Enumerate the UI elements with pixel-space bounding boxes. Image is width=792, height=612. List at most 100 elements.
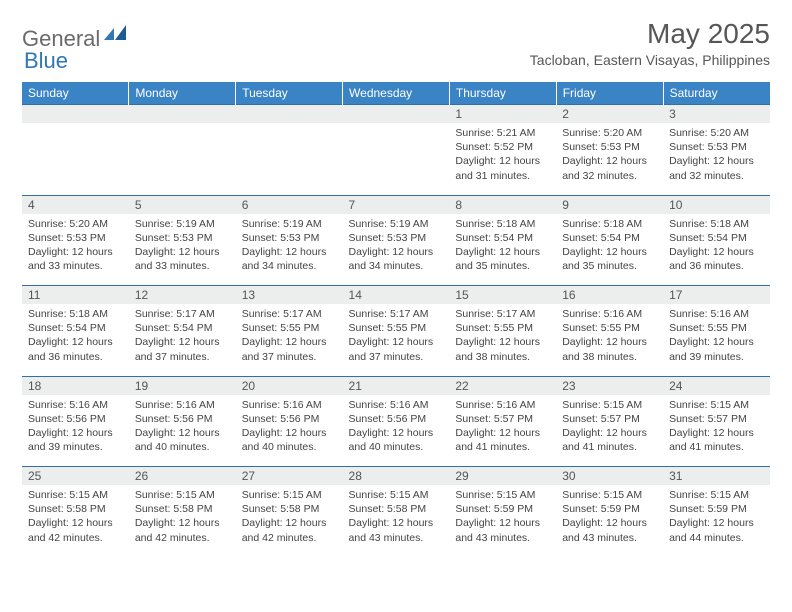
day-detail-cell: Sunrise: 5:21 AMSunset: 5:52 PMDaylight:… (449, 123, 556, 195)
day-detail-cell: Sunrise: 5:19 AMSunset: 5:53 PMDaylight:… (343, 214, 450, 286)
day-number-cell: 28 (343, 467, 450, 486)
sunrise-text: Sunrise: 5:15 AM (669, 488, 764, 502)
sunrise-text: Sunrise: 5:15 AM (562, 398, 657, 412)
daylight-text: Daylight: 12 hours and 34 minutes. (242, 245, 337, 273)
sunset-text: Sunset: 5:54 PM (455, 231, 550, 245)
sunset-text: Sunset: 5:55 PM (242, 321, 337, 335)
day-number-cell: 2 (556, 105, 663, 124)
day-number-cell (343, 105, 450, 124)
day-header: Wednesday (343, 82, 450, 105)
day-header-row: Sunday Monday Tuesday Wednesday Thursday… (22, 82, 770, 105)
sunset-text: Sunset: 5:55 PM (669, 321, 764, 335)
sunset-text: Sunset: 5:55 PM (562, 321, 657, 335)
daylight-text: Daylight: 12 hours and 37 minutes. (349, 335, 444, 363)
sunrise-text: Sunrise: 5:15 AM (669, 398, 764, 412)
sunrise-text: Sunrise: 5:16 AM (28, 398, 123, 412)
daylight-text: Daylight: 12 hours and 42 minutes. (28, 516, 123, 544)
day-detail-cell: Sunrise: 5:20 AMSunset: 5:53 PMDaylight:… (22, 214, 129, 286)
day-header: Tuesday (236, 82, 343, 105)
sunrise-text: Sunrise: 5:16 AM (242, 398, 337, 412)
sunset-text: Sunset: 5:53 PM (349, 231, 444, 245)
day-detail-cell: Sunrise: 5:16 AMSunset: 5:57 PMDaylight:… (449, 395, 556, 467)
sunrise-text: Sunrise: 5:20 AM (562, 126, 657, 140)
day-detail-cell: Sunrise: 5:15 AMSunset: 5:58 PMDaylight:… (343, 485, 450, 557)
day-number-cell: 22 (449, 376, 556, 395)
sunrise-text: Sunrise: 5:18 AM (562, 217, 657, 231)
daylight-text: Daylight: 12 hours and 44 minutes. (669, 516, 764, 544)
sunrise-text: Sunrise: 5:21 AM (455, 126, 550, 140)
sunset-text: Sunset: 5:54 PM (28, 321, 123, 335)
day-number-cell: 18 (22, 376, 129, 395)
day-number-cell: 27 (236, 467, 343, 486)
day-detail-cell: Sunrise: 5:19 AMSunset: 5:53 PMDaylight:… (236, 214, 343, 286)
sunrise-text: Sunrise: 5:20 AM (669, 126, 764, 140)
sunset-text: Sunset: 5:55 PM (455, 321, 550, 335)
daynum-row: 25262728293031 (22, 467, 770, 486)
day-detail-cell: Sunrise: 5:15 AMSunset: 5:59 PMDaylight:… (663, 485, 770, 557)
day-detail-cell: Sunrise: 5:15 AMSunset: 5:58 PMDaylight:… (22, 485, 129, 557)
day-detail-cell (129, 123, 236, 195)
day-number-cell: 23 (556, 376, 663, 395)
daylight-text: Daylight: 12 hours and 40 minutes. (135, 426, 230, 454)
day-detail-cell: Sunrise: 5:15 AMSunset: 5:58 PMDaylight:… (236, 485, 343, 557)
sunset-text: Sunset: 5:58 PM (28, 502, 123, 516)
day-number-cell: 7 (343, 195, 450, 214)
brand-flag-icon (104, 24, 126, 43)
daylight-text: Daylight: 12 hours and 36 minutes. (28, 335, 123, 363)
sunset-text: Sunset: 5:59 PM (455, 502, 550, 516)
daynum-row: 11121314151617 (22, 286, 770, 305)
day-detail-cell: Sunrise: 5:17 AMSunset: 5:55 PMDaylight:… (449, 304, 556, 376)
day-number-cell: 12 (129, 286, 236, 305)
sunset-text: Sunset: 5:56 PM (135, 412, 230, 426)
brand-text-2: Blue (24, 48, 68, 73)
day-number-cell: 14 (343, 286, 450, 305)
sunset-text: Sunset: 5:54 PM (562, 231, 657, 245)
day-number-cell: 29 (449, 467, 556, 486)
sunrise-text: Sunrise: 5:15 AM (349, 488, 444, 502)
day-number-cell: 20 (236, 376, 343, 395)
day-detail-cell: Sunrise: 5:17 AMSunset: 5:54 PMDaylight:… (129, 304, 236, 376)
day-detail-cell: Sunrise: 5:15 AMSunset: 5:57 PMDaylight:… (663, 395, 770, 467)
day-number-cell: 1 (449, 105, 556, 124)
day-number-cell: 3 (663, 105, 770, 124)
daylight-text: Daylight: 12 hours and 31 minutes. (455, 154, 550, 182)
day-number-cell: 31 (663, 467, 770, 486)
day-detail-cell: Sunrise: 5:16 AMSunset: 5:56 PMDaylight:… (22, 395, 129, 467)
daynum-row: 45678910 (22, 195, 770, 214)
day-detail-cell: Sunrise: 5:15 AMSunset: 5:58 PMDaylight:… (129, 485, 236, 557)
day-header: Thursday (449, 82, 556, 105)
sunset-text: Sunset: 5:56 PM (28, 412, 123, 426)
day-detail-cell: Sunrise: 5:18 AMSunset: 5:54 PMDaylight:… (22, 304, 129, 376)
sunset-text: Sunset: 5:57 PM (669, 412, 764, 426)
day-detail-cell (236, 123, 343, 195)
day-number-cell: 26 (129, 467, 236, 486)
daylight-text: Daylight: 12 hours and 41 minutes. (669, 426, 764, 454)
day-number-cell: 15 (449, 286, 556, 305)
day-detail-cell: Sunrise: 5:16 AMSunset: 5:56 PMDaylight:… (236, 395, 343, 467)
day-detail-cell: Sunrise: 5:20 AMSunset: 5:53 PMDaylight:… (556, 123, 663, 195)
day-number-cell: 11 (22, 286, 129, 305)
sunset-text: Sunset: 5:59 PM (562, 502, 657, 516)
daylight-text: Daylight: 12 hours and 32 minutes. (669, 154, 764, 182)
day-detail-cell: Sunrise: 5:19 AMSunset: 5:53 PMDaylight:… (129, 214, 236, 286)
day-detail-cell (343, 123, 450, 195)
daylight-text: Daylight: 12 hours and 34 minutes. (349, 245, 444, 273)
sunset-text: Sunset: 5:56 PM (242, 412, 337, 426)
daylight-text: Daylight: 12 hours and 35 minutes. (455, 245, 550, 273)
calendar-body: 123Sunrise: 5:21 AMSunset: 5:52 PMDaylig… (22, 105, 770, 558)
sunset-text: Sunset: 5:54 PM (669, 231, 764, 245)
daylight-text: Daylight: 12 hours and 41 minutes. (455, 426, 550, 454)
day-number-cell: 10 (663, 195, 770, 214)
day-number-cell (22, 105, 129, 124)
day-number-cell: 25 (22, 467, 129, 486)
title-block: May 2025 Tacloban, Eastern Visayas, Phil… (530, 18, 770, 68)
day-detail-cell: Sunrise: 5:18 AMSunset: 5:54 PMDaylight:… (556, 214, 663, 286)
day-detail-cell: Sunrise: 5:15 AMSunset: 5:57 PMDaylight:… (556, 395, 663, 467)
sunrise-text: Sunrise: 5:17 AM (455, 307, 550, 321)
sunrise-text: Sunrise: 5:16 AM (135, 398, 230, 412)
sunrise-text: Sunrise: 5:18 AM (455, 217, 550, 231)
sunrise-text: Sunrise: 5:20 AM (28, 217, 123, 231)
day-number-cell: 30 (556, 467, 663, 486)
sunset-text: Sunset: 5:53 PM (135, 231, 230, 245)
daylight-text: Daylight: 12 hours and 40 minutes. (242, 426, 337, 454)
